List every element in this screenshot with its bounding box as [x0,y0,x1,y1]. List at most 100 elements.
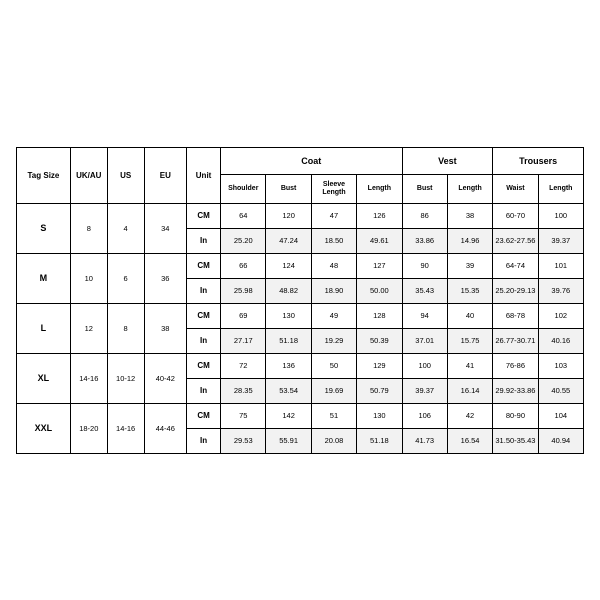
cell: 102 [538,303,583,328]
cell: 42 [447,403,492,428]
cell: 41.73 [402,428,447,453]
cell: 120 [266,203,311,228]
cell: 50.39 [357,328,402,353]
cell: 53.54 [266,378,311,403]
size-uk: 8 [70,203,107,253]
cell: 31.50-35.43 [493,428,538,453]
cell: 29.92-33.86 [493,378,538,403]
cell: 39 [447,253,492,278]
cell: 39.37 [538,228,583,253]
unit-in: In [187,328,221,353]
size-tag: XXL [17,403,71,453]
cell: 51.18 [266,328,311,353]
unit-in: In [187,228,221,253]
cell: 48 [311,253,356,278]
cell: 16.14 [447,378,492,403]
cell: 35.43 [402,278,447,303]
cell: 49.61 [357,228,402,253]
size-chart-table: Tag Size UK/AU US EU Unit Coat Vest Trou… [16,147,584,454]
cell: 16.54 [447,428,492,453]
size-tag: XL [17,353,71,403]
cell: 136 [266,353,311,378]
table-row: XL 14-16 10-12 40-42 CM 72 136 50 129 10… [17,353,584,378]
unit-in: In [187,278,221,303]
cell: 124 [266,253,311,278]
cell: 86 [402,203,447,228]
col-coat-length: Length [357,174,402,203]
cell: 26.77-30.71 [493,328,538,353]
cell: 94 [402,303,447,328]
cell: 19.69 [311,378,356,403]
unit-cm: CM [187,203,221,228]
cell: 48.82 [266,278,311,303]
size-eu: 34 [144,203,187,253]
unit-in: In [187,378,221,403]
cell: 68-78 [493,303,538,328]
cell: 72 [221,353,266,378]
cell: 90 [402,253,447,278]
size-tag: S [17,203,71,253]
size-us: 8 [107,303,144,353]
cell: 130 [266,303,311,328]
cell: 15.75 [447,328,492,353]
cell: 18.50 [311,228,356,253]
cell: 15.35 [447,278,492,303]
cell: 47.24 [266,228,311,253]
col-vest-bust: Bust [402,174,447,203]
unit-cm: CM [187,353,221,378]
col-trousers-waist: Waist [493,174,538,203]
cell: 25.98 [221,278,266,303]
cell: 55.91 [266,428,311,453]
cell: 100 [538,203,583,228]
cell: 38 [447,203,492,228]
table-row: M 10 6 36 CM 66 124 48 127 90 39 64-74 1… [17,253,584,278]
cell: 64 [221,203,266,228]
cell: 40.55 [538,378,583,403]
cell: 69 [221,303,266,328]
col-coat-bust: Bust [266,174,311,203]
unit-in: In [187,428,221,453]
cell: 40.16 [538,328,583,353]
size-eu: 40-42 [144,353,187,403]
cell: 25.20 [221,228,266,253]
cell: 18.90 [311,278,356,303]
cell: 50.79 [357,378,402,403]
unit-cm: CM [187,253,221,278]
col-coat-shoulder: Shoulder [221,174,266,203]
col-coat-sleeve: SleeveLength [311,174,356,203]
group-vest: Vest [402,147,493,174]
table-row: S 8 4 34 CM 64 120 47 126 86 38 60-70 10… [17,203,584,228]
size-uk: 12 [70,303,107,353]
table-row: L 12 8 38 CM 69 130 49 128 94 40 68-78 1… [17,303,584,328]
size-uk: 14-16 [70,353,107,403]
size-us: 4 [107,203,144,253]
col-trousers-length: Length [538,174,583,203]
col-vest-length: Length [447,174,492,203]
cell: 103 [538,353,583,378]
cell: 29.53 [221,428,266,453]
cell: 106 [402,403,447,428]
cell: 40.94 [538,428,583,453]
size-us: 6 [107,253,144,303]
cell: 25.20-29.13 [493,278,538,303]
group-coat: Coat [221,147,402,174]
col-us: US [107,147,144,203]
cell: 75 [221,403,266,428]
cell: 27.17 [221,328,266,353]
cell: 28.35 [221,378,266,403]
cell: 40 [447,303,492,328]
cell: 20.08 [311,428,356,453]
col-unit: Unit [187,147,221,203]
cell: 14.96 [447,228,492,253]
cell: 127 [357,253,402,278]
size-uk: 10 [70,253,107,303]
cell: 142 [266,403,311,428]
unit-cm: CM [187,403,221,428]
size-tag: M [17,253,71,303]
cell: 100 [402,353,447,378]
cell: 37.01 [402,328,447,353]
cell: 50 [311,353,356,378]
cell: 101 [538,253,583,278]
cell: 39.76 [538,278,583,303]
cell: 104 [538,403,583,428]
